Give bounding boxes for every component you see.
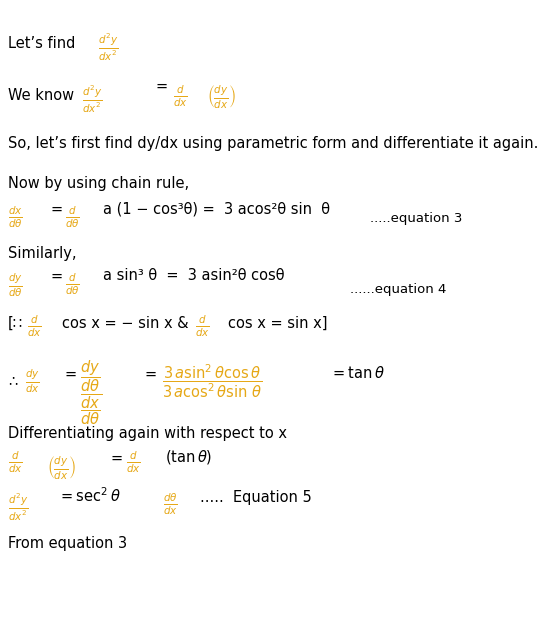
Text: $\frac{dy}{dx}$: $\frac{dy}{dx}$ [25, 368, 40, 396]
Text: $=$: $=$ [48, 201, 63, 216]
Text: ......equation 4: ......equation 4 [350, 283, 447, 296]
Text: [∷: [∷ [8, 316, 23, 331]
Text: $\frac{d}{dx}$: $\frac{d}{dx}$ [27, 314, 41, 339]
Text: From equation 3: From equation 3 [8, 536, 127, 551]
Text: $\left(\frac{dy}{dx}\right)$: $\left(\frac{dy}{dx}\right)$ [47, 455, 76, 482]
Text: $\frac{d^2y}{dx^2}$: $\frac{d^2y}{dx^2}$ [8, 492, 28, 523]
Text: .....  Equation 5: ..... Equation 5 [200, 490, 312, 505]
Text: $\frac{dx}{d\theta}$: $\frac{dx}{d\theta}$ [8, 205, 23, 230]
Text: $= \sec^2\theta$: $= \sec^2\theta$ [58, 486, 121, 505]
Text: $= \tan\theta$: $= \tan\theta$ [330, 365, 385, 381]
Text: $\frac{d\theta}{dx}$: $\frac{d\theta}{dx}$ [163, 492, 178, 518]
Text: $\frac{d^2y}{dx^2}$: $\frac{d^2y}{dx^2}$ [98, 32, 118, 63]
Text: $=$: $=$ [108, 450, 124, 465]
Text: $\dfrac{\dfrac{dy}{d\theta}}{\dfrac{dx}{d\theta}}$: $\dfrac{\dfrac{dy}{d\theta}}{\dfrac{dx}{… [80, 358, 102, 427]
Text: We know: We know [8, 88, 74, 103]
Text: $\frac{d}{dx}$: $\frac{d}{dx}$ [8, 450, 23, 475]
Text: So, let’s first find dy/dx using parametric form and differentiate it again.: So, let’s first find dy/dx using paramet… [8, 136, 538, 151]
Text: $=$: $=$ [62, 366, 77, 381]
Text: $\frac{d}{dx}$: $\frac{d}{dx}$ [195, 314, 210, 339]
Text: .....equation 3: .....equation 3 [370, 212, 463, 225]
Text: $\frac{d}{dx}$: $\frac{d}{dx}$ [126, 450, 141, 475]
Text: $\frac{d^2y}{dx^2}$: $\frac{d^2y}{dx^2}$ [82, 84, 102, 115]
Text: $=$: $=$ [142, 366, 157, 381]
Text: Now by using chain rule,: Now by using chain rule, [8, 176, 189, 191]
Text: cos x = sin x]: cos x = sin x] [228, 316, 327, 331]
Text: Similarly,: Similarly, [8, 246, 77, 261]
Text: $\left(\frac{dy}{dx}\right)$: $\left(\frac{dy}{dx}\right)$ [207, 84, 236, 111]
Text: $=$: $=$ [153, 78, 168, 93]
Text: Let’s find: Let’s find [8, 36, 76, 51]
Text: $\frac{d}{dx}$: $\frac{d}{dx}$ [173, 84, 188, 109]
Text: a sin³ θ  =  3 asin²θ cosθ: a sin³ θ = 3 asin²θ cosθ [103, 268, 284, 283]
Text: $(\tan\theta)$: $(\tan\theta)$ [165, 449, 213, 466]
Text: $\frac{dy}{d\theta}$: $\frac{dy}{d\theta}$ [8, 272, 23, 300]
Text: $\frac{d}{d\theta}$: $\frac{d}{d\theta}$ [65, 205, 79, 230]
Text: $=$: $=$ [48, 268, 63, 283]
Text: cos x = − sin x &: cos x = − sin x & [62, 316, 189, 331]
Text: ∴: ∴ [8, 373, 17, 388]
Text: a (1 − cos³θ) =  3 acos²θ sin  θ: a (1 − cos³θ) = 3 acos²θ sin θ [103, 201, 330, 216]
Text: Differentiating again with respect to x: Differentiating again with respect to x [8, 426, 287, 441]
Text: $\dfrac{3\,a\sin^2\theta\cos\theta}{3\,a\cos^2\theta\sin\,\theta}$: $\dfrac{3\,a\sin^2\theta\cos\theta}{3\,a… [162, 362, 262, 400]
Text: $\frac{d}{d\theta}$: $\frac{d}{d\theta}$ [65, 272, 79, 298]
